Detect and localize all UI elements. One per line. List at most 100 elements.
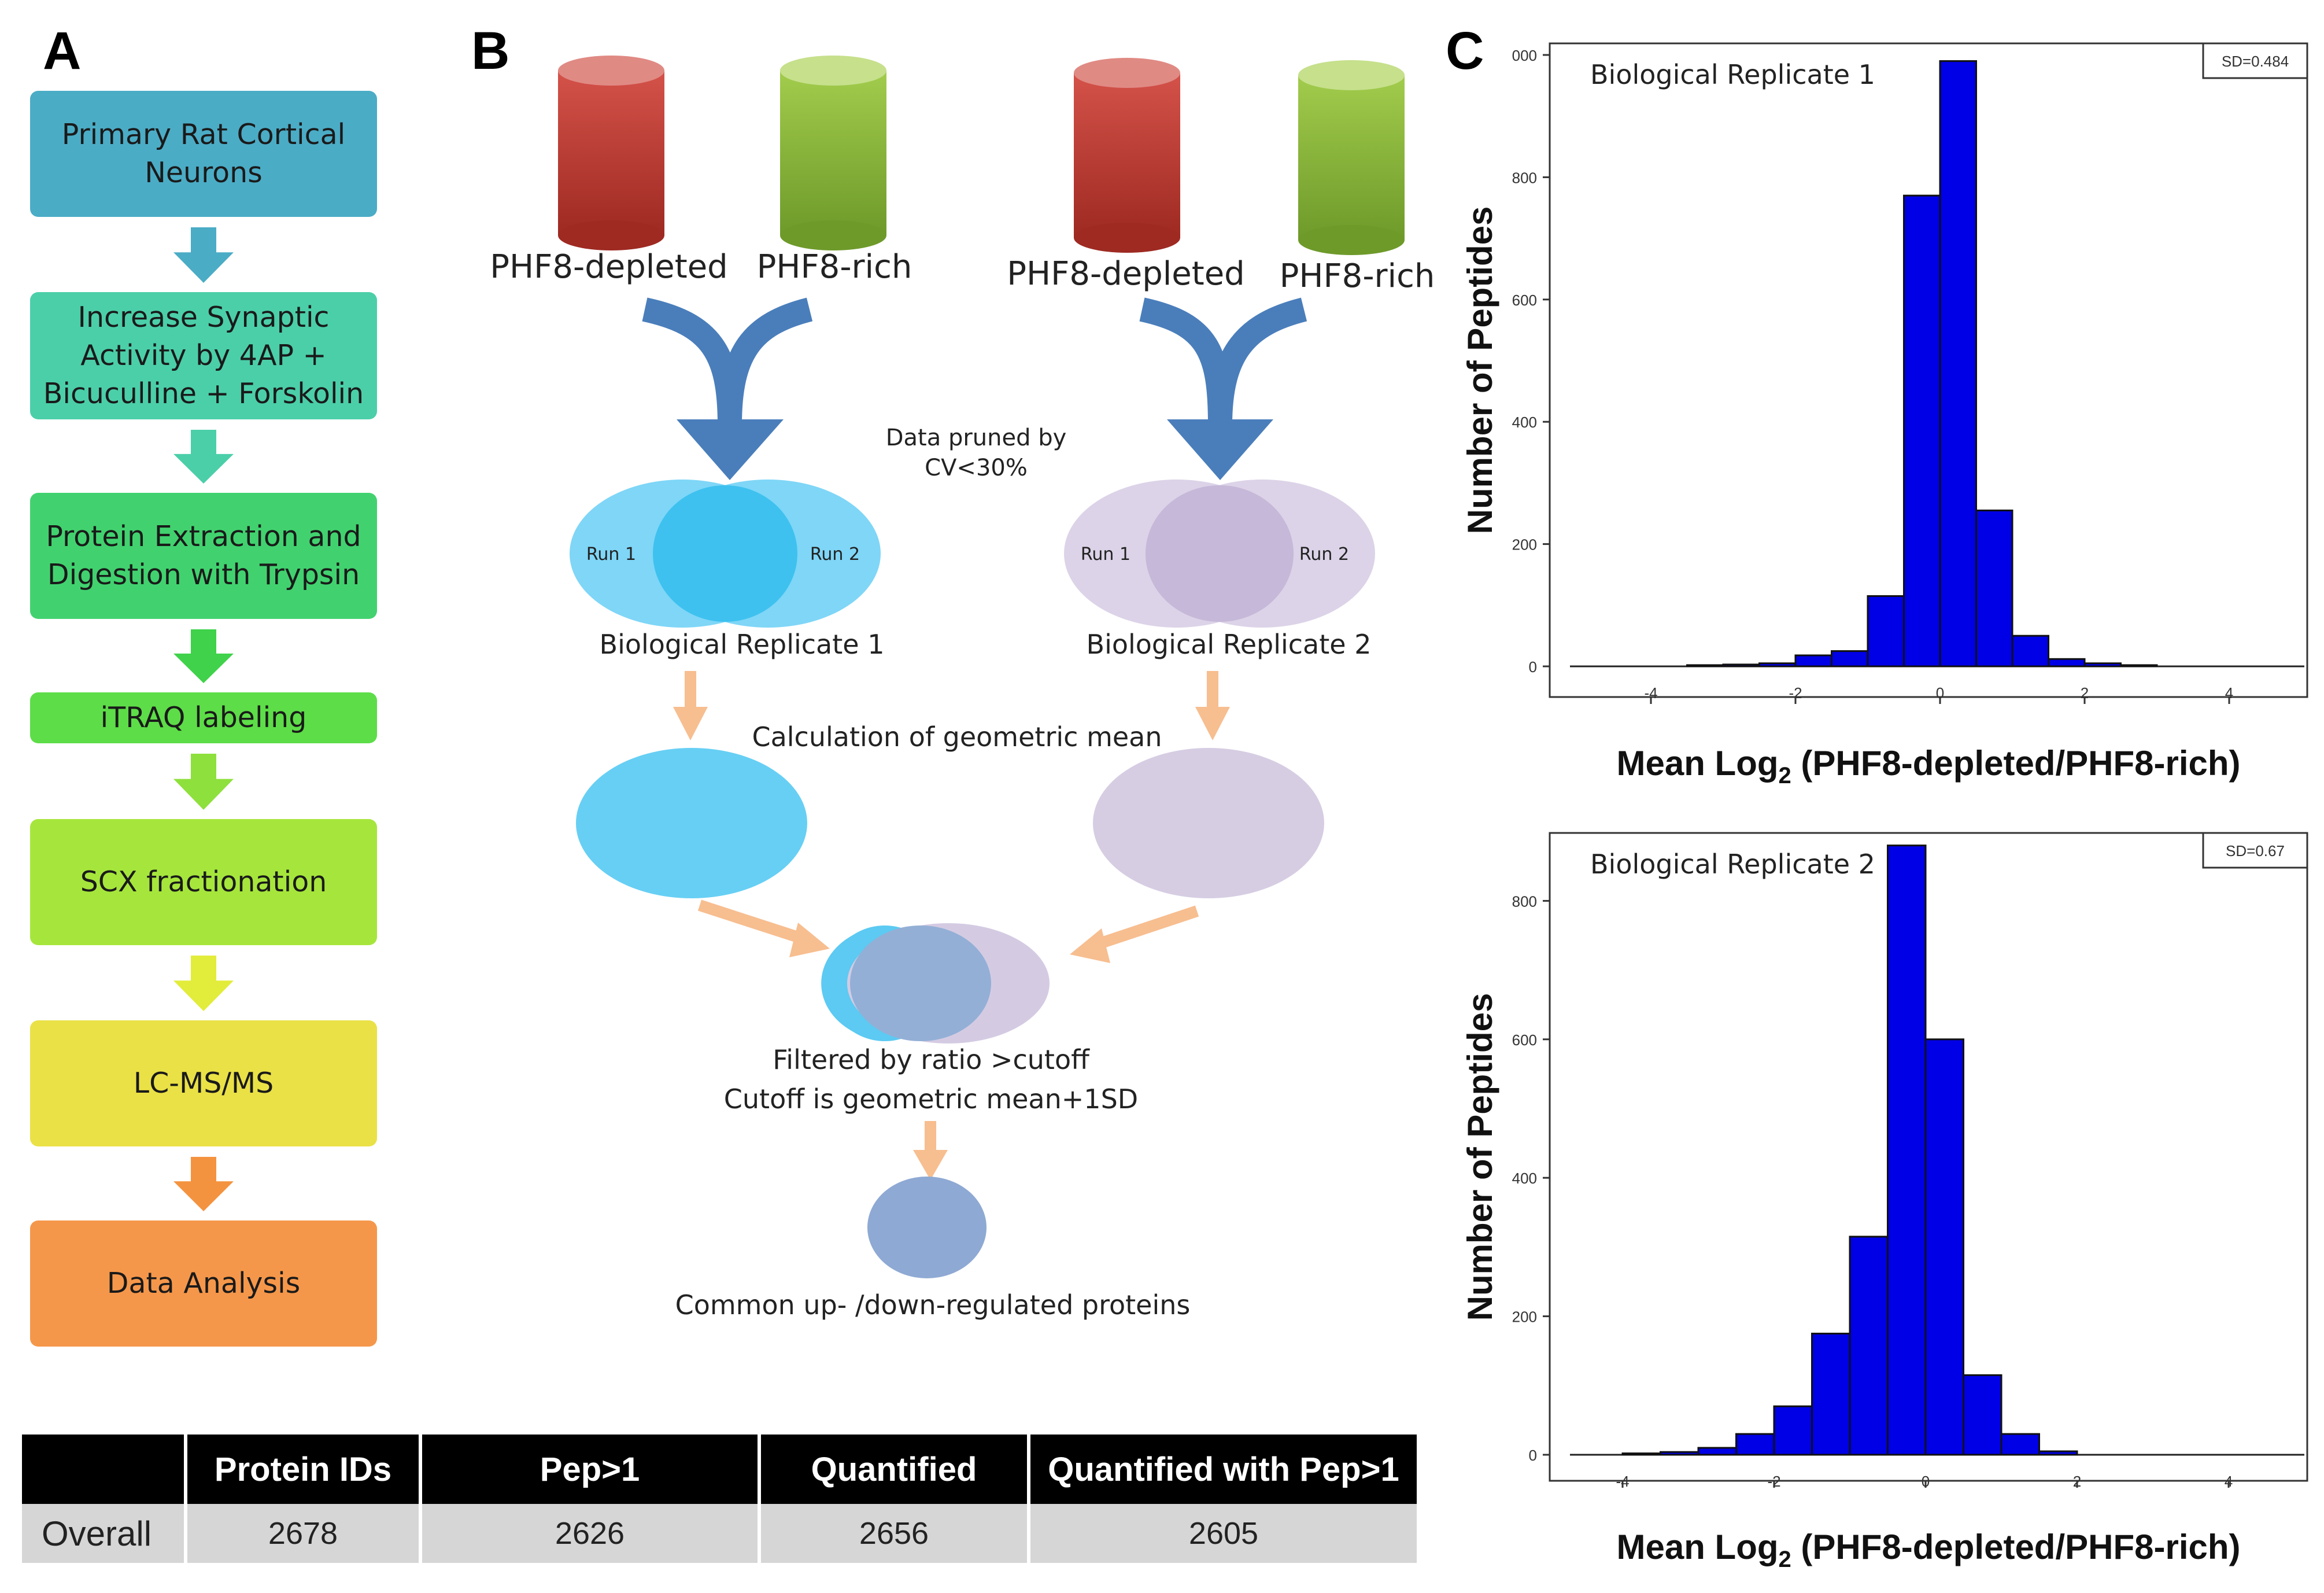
histogram-bar [1903, 194, 1941, 668]
x-tick-label: -4 [1616, 1473, 1629, 1490]
table-header-quantified-pep: Quantified with Pep>1 [1029, 1435, 1417, 1504]
merge-arrow-rep1 [642, 297, 813, 426]
y-tick-label: 400 [1512, 1170, 1537, 1187]
label-rich-rep2: PHF8-rich [1280, 257, 1435, 295]
workflow-arrow [173, 754, 234, 810]
x-tick-label: 0 [1936, 684, 1944, 702]
workflow-step: Primary Rat Cortical Neurons [30, 91, 377, 217]
workflow-step: Data Analysis [30, 1220, 377, 1347]
histogram-bar [1686, 664, 1724, 668]
workflow-step: iTRAQ labeling [30, 692, 377, 743]
histogram-bar [1811, 1333, 1851, 1456]
histogram-bar [1975, 509, 2013, 668]
pruned-text-line2: CV<30% [925, 455, 1028, 481]
histogram-bar [1867, 595, 1905, 668]
histogram-bar [1849, 1236, 1889, 1456]
workflow-step-label: Protein Extraction and Digestion with Tr… [46, 520, 361, 591]
x-axis-label-ratio: (PHF8-depleted/PHF8-rich) [1791, 1528, 2241, 1566]
workflow-arrow [173, 956, 234, 1011]
filter-text-line2: Cutoff is geometric mean+1SD [724, 1083, 1138, 1115]
plot-frame [1549, 42, 2308, 698]
workflow-arrow [173, 430, 234, 484]
workflow-step: Increase Synaptic Activity by 4AP + Bicu… [30, 292, 377, 419]
workflow-step: LC-MS/MS [30, 1020, 377, 1146]
table-header-quantified: Quantified [759, 1435, 1030, 1504]
merge-arrowhead-rep1 [677, 419, 784, 480]
y-tick-label: 800 [1512, 169, 1537, 186]
histogram-bar [1794, 654, 1832, 668]
sd-annotation: SD=0.484 [2222, 53, 2289, 70]
x-tick-label: -4 [1644, 684, 1657, 702]
workflow-step: Protein Extraction and Digestion with Tr… [30, 493, 377, 619]
x-axis-label-subscript: 2 [1779, 763, 1791, 788]
histogram-bar [1963, 1374, 2002, 1456]
common-proteins-label: Common up- /down-regulated proteins [675, 1289, 1191, 1321]
orange-arrow-rep1-down [673, 671, 708, 740]
label-depleted-rep2: PHF8-depleted [1007, 255, 1244, 293]
workflow-step-label: LC-MS/MS [133, 1067, 274, 1100]
workflow-arrow [173, 629, 234, 683]
table-cell: 2626 [420, 1504, 761, 1563]
histogram-bar [2083, 662, 2122, 668]
panel-label-c: C [1446, 21, 1484, 80]
sd-box [2202, 832, 2308, 869]
cylinder-rich-rep2 [1298, 60, 1405, 255]
x-axis-label: Mean Log2 (PHF8-depleted/PHF8-rich) [1617, 744, 2241, 788]
label-rich-rep1: PHF8-rich [757, 248, 912, 286]
table-cell: 2656 [759, 1504, 1030, 1563]
y-tick-label: 200 [1512, 1308, 1537, 1326]
histogram-bar [1621, 1452, 1661, 1456]
table-header-protein-ids: Protein IDs [186, 1435, 422, 1504]
biological-replicate-1-label: Biological Replicate 1 [600, 629, 885, 660]
plot-frame [1549, 832, 2308, 1482]
table-row-label: Overall [22, 1504, 187, 1563]
sd-box [2202, 42, 2308, 79]
run1-rep1: Run 1 [586, 544, 636, 565]
orange-arrow-final-down [913, 1121, 948, 1180]
venn-rep1 [570, 480, 881, 628]
geometric-mean-label: Calculation of geometric mean [752, 721, 1162, 753]
histogram-bar [1831, 650, 1869, 668]
histogram-bar [1697, 1447, 1737, 1456]
histogram-bar [1660, 1451, 1699, 1456]
summary-table: Protein IDs Pep>1 Quantified Quantified … [22, 1435, 1417, 1563]
run1-rep2: Run 1 [1081, 544, 1130, 565]
histogram-bar [2000, 1433, 2040, 1456]
histogram-bar [1887, 845, 1927, 1456]
x-tick-label: 4 [2225, 1473, 2233, 1490]
workflow-step-label: Increase Synaptic Activity by 4AP + Bicu… [43, 301, 364, 410]
y-tick-label: 200 [1512, 536, 1537, 554]
histogram-bar [1735, 1433, 1775, 1456]
orange-arrow-rep2-diag [1070, 905, 1199, 963]
panel-label-b: B [471, 21, 510, 80]
merged-venn [821, 923, 1050, 1043]
workflow-step-label: iTRAQ labeling [100, 701, 307, 734]
cylinder-rich-rep1 [780, 56, 886, 250]
workflow-arrow [173, 227, 234, 283]
table-cell: 2678 [186, 1504, 422, 1563]
x-axis-label-main: Mean Log [1617, 744, 1779, 783]
cylinder-depleted-rep2 [1074, 58, 1180, 253]
common-proteins-ellipse [867, 1177, 987, 1278]
merge-arrowhead-rep2 [1167, 419, 1273, 480]
histogram-bar [1773, 1405, 1813, 1456]
histogram-bar [1758, 662, 1797, 668]
table-cell: 2605 [1029, 1504, 1417, 1563]
table-header-row: Protein IDs Pep>1 Quantified Quantified … [22, 1435, 1417, 1504]
histogram-bar [1722, 663, 1760, 668]
biological-replicate-2-label: Biological Replicate 2 [1087, 629, 1372, 660]
geo-mean-rep1 [576, 748, 807, 898]
y-tick-label: 600 [1512, 1031, 1537, 1049]
workflow-step-label: Data Analysis [106, 1267, 301, 1300]
x-tick-label: -2 [1789, 684, 1802, 702]
histogram-bar [1939, 60, 1977, 668]
y-tick-label: 0 [1529, 1447, 1537, 1464]
workflow-step-label: Primary Rat Cortical Neurons [61, 118, 346, 189]
workflow-step: SCX fractionation [30, 819, 377, 945]
y-tick-label: 000 [1512, 47, 1537, 64]
table-row: Overall 2678 2626 2656 2605 [22, 1504, 1417, 1563]
x-tick-label: 2 [2073, 1473, 2081, 1490]
y-axis-label: Number of Peptides [1461, 207, 1499, 534]
panel-label-a: A [43, 21, 82, 80]
